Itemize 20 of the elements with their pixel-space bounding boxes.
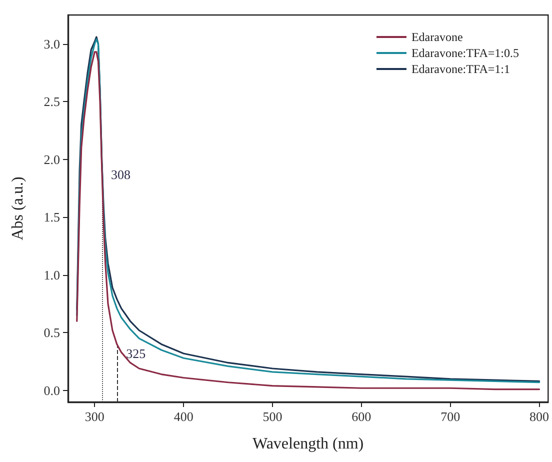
y-tick-label: 3.0 — [44, 36, 60, 52]
x-tick-label: 300 — [84, 409, 104, 424]
x-tick-label: 500 — [262, 409, 282, 424]
legend-label: Edaravone:TFA=1:1 — [411, 62, 510, 76]
ref-line-label: 325 — [126, 346, 146, 362]
y-tick-label: 0.5 — [44, 325, 60, 340]
x-tick-label: 600 — [352, 409, 372, 424]
x-tick-label: 400 — [174, 409, 194, 424]
x-tick-label: 800 — [530, 409, 549, 424]
y-tick-label: 1.5 — [44, 210, 60, 225]
x-tick-label: 700 — [440, 409, 460, 424]
legend-label: Edaravone:TFA=1:0.5 — [411, 46, 520, 60]
y-tick-label: 1.0 — [44, 267, 60, 282]
y-tick-label: 2.0 — [44, 152, 60, 167]
legend-label: Edaravone — [411, 30, 463, 44]
y-tick-label: 0.0 — [44, 382, 60, 398]
x-axis-title: Wavelength (nm) — [252, 436, 364, 452]
y-axis-title: Abs (a.u.) — [10, 176, 26, 240]
ref-line-label: 308 — [111, 167, 131, 182]
y-tick-label: 2.5 — [44, 94, 60, 110]
